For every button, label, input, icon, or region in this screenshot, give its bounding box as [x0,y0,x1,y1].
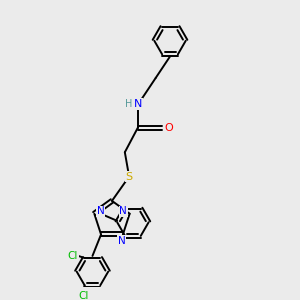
Text: H: H [125,99,132,109]
Text: S: S [126,172,133,182]
Text: N: N [118,236,125,246]
Text: N: N [134,99,142,109]
Text: N: N [119,206,127,216]
Text: Cl: Cl [78,291,88,300]
Text: N: N [97,206,104,216]
Text: Cl: Cl [68,251,78,261]
Text: O: O [164,123,173,133]
